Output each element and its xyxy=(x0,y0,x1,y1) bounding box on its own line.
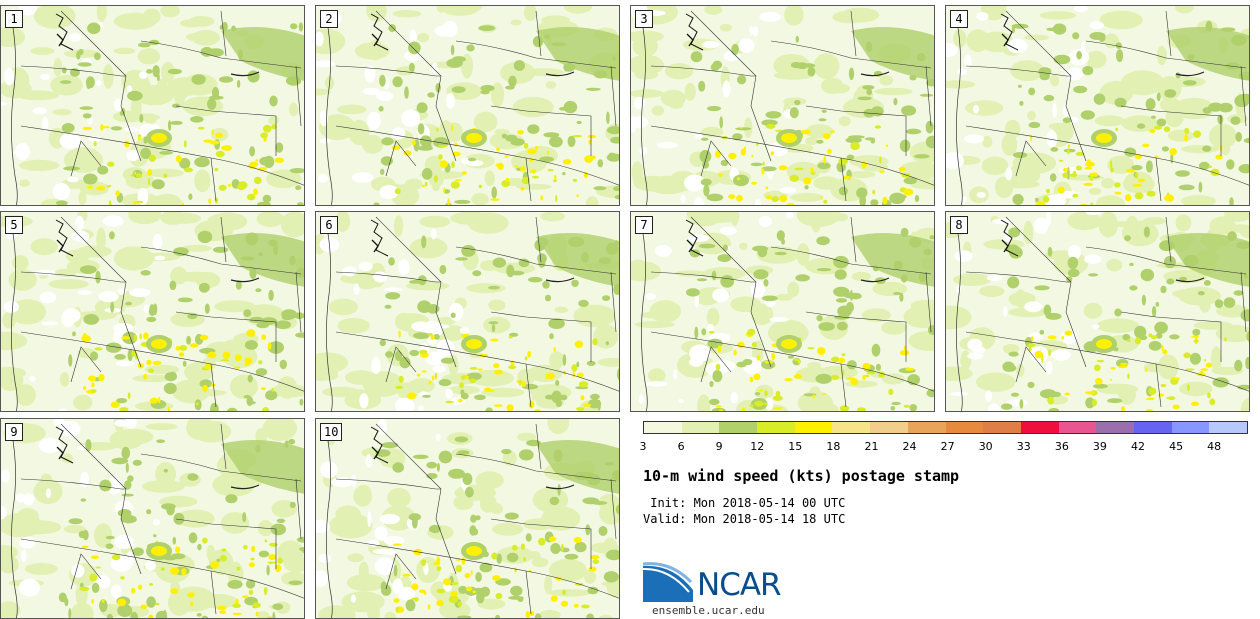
ensemble-member-panel: 7 xyxy=(630,211,935,412)
ensemble-member-panel: 2 xyxy=(315,5,620,206)
panel-member-number: 5 xyxy=(5,216,23,234)
colorbar-segment xyxy=(719,422,758,433)
colorbar-tick: 48 xyxy=(1207,440,1222,453)
colorbar-segment xyxy=(832,422,871,433)
colorbar-tick: 42 xyxy=(1131,440,1145,453)
colorbar-segment xyxy=(983,422,1021,433)
colorbar-segment xyxy=(794,422,833,433)
ncar-logo-text: NCAR xyxy=(697,567,782,603)
valid-time: Valid: Mon 2018-05-14 18 UTC xyxy=(643,512,846,526)
colorbar-tick: 3 xyxy=(639,440,647,453)
ensemble-member-panel: 8 xyxy=(945,211,1250,412)
panel-member-number: 7 xyxy=(635,216,653,234)
ensemble-member-panel: 10 xyxy=(315,418,620,619)
colorbar-tick: 30 xyxy=(978,440,993,453)
ensemble-member-panel: 9 xyxy=(0,418,305,619)
colorbar-segment xyxy=(907,422,946,433)
colorbar-tick: 36 xyxy=(1054,440,1069,453)
colorbar-segment xyxy=(1133,422,1172,433)
colorbar-tick: 6 xyxy=(677,440,685,453)
colorbar-segment xyxy=(1096,422,1134,433)
colorbar-segment xyxy=(644,422,682,433)
panel-member-number: 9 xyxy=(5,423,23,441)
panel-member-number: 6 xyxy=(320,216,338,234)
colorbar-tick: 33 xyxy=(1016,440,1031,453)
ncar-logo-icon xyxy=(643,562,693,602)
colorbar-tick: 24 xyxy=(902,440,917,453)
ensemble-member-panel: 6 xyxy=(315,211,620,412)
colorbar-tick: 15 xyxy=(788,440,803,453)
panel-member-number: 8 xyxy=(950,216,968,234)
ensemble-member-panel: 3 xyxy=(630,5,935,206)
colorbar-segment xyxy=(757,422,795,433)
colorbar-segment xyxy=(1209,422,1247,433)
panel-member-number: 3 xyxy=(635,10,653,28)
colorbar-tick: 39 xyxy=(1092,440,1107,453)
colorbar-tick-labels: 3 6 9 12 15 18 21 24 27 30 33 36 39 42 45 48 xyxy=(639,440,1248,454)
panel-member-number: 2 xyxy=(320,10,338,28)
colorbar-tick: 45 xyxy=(1169,440,1184,453)
logo-url: ensemble.ucar.edu xyxy=(652,604,765,617)
colorbar-segment xyxy=(870,422,908,433)
colorbar-segment xyxy=(681,422,720,433)
wind-speed-colorbar xyxy=(643,421,1248,434)
colorbar-tick: 12 xyxy=(750,440,765,453)
panel-member-number: 1 xyxy=(5,10,23,28)
colorbar-tick: 27 xyxy=(940,440,955,453)
colorbar-tick: 9 xyxy=(715,440,723,453)
colorbar-segment xyxy=(1020,422,1059,433)
panel-member-number: 4 xyxy=(950,10,968,28)
colorbar-tick: 21 xyxy=(864,440,879,453)
ensemble-member-panel: 5 xyxy=(0,211,305,412)
colorbar-tick: 18 xyxy=(826,440,841,453)
ensemble-member-panel: 1 xyxy=(0,5,305,206)
panel-member-number: 10 xyxy=(320,423,343,441)
ensemble-member-panel: 4 xyxy=(945,5,1250,206)
colorbar-segment xyxy=(1058,422,1097,433)
colorbar-segment xyxy=(945,422,984,433)
init-time: Init: Mon 2018-05-14 00 UTC xyxy=(643,496,846,510)
chart-title: 10-m wind speed (kts) postage stamp xyxy=(643,467,960,485)
colorbar-segment xyxy=(1171,422,1210,433)
